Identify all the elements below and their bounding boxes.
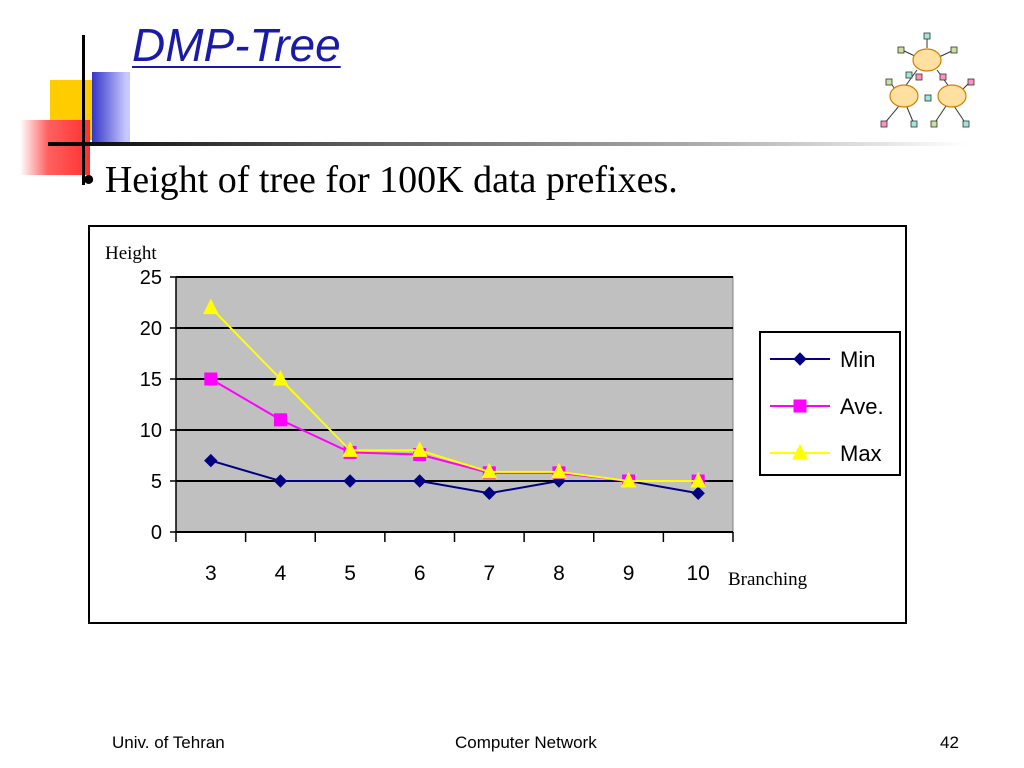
data-point	[273, 413, 287, 427]
data-point	[273, 474, 288, 488]
x-tick-label: 6	[414, 562, 426, 585]
data-point	[482, 486, 497, 500]
legend-label: Min	[840, 347, 875, 372]
bullet-point: • Height of tree for 100K data prefixes.	[82, 158, 678, 202]
y-tick-label: 15	[140, 369, 162, 391]
slide-title: DMP-Tree	[132, 19, 341, 71]
x-tick-label: 3	[205, 562, 217, 585]
bullet-mark: •	[82, 159, 96, 201]
series-line-2	[210, 306, 699, 482]
data-point	[551, 462, 567, 479]
legend-marker	[793, 399, 807, 413]
series-line-0	[210, 459, 699, 495]
data-point	[691, 486, 705, 500]
legend-label: Max	[840, 441, 882, 466]
x-tick-label: 7	[483, 562, 495, 585]
x-tick-label: 5	[344, 562, 356, 585]
legend-marker	[792, 443, 808, 460]
legend-label: Ave.	[840, 394, 884, 419]
y-tick-label: 20	[140, 318, 162, 340]
chart-container: 0 5 10 15 20 25 3 4 5 6 7 8 9 10 Height Branching Min Ave…	[88, 225, 907, 624]
decor-red-block	[20, 120, 90, 175]
data-point	[204, 372, 218, 386]
data-point	[411, 441, 428, 457]
legend-box	[759, 331, 901, 476]
footer-institution: Univ. of Tehran	[112, 733, 225, 752]
data-point	[343, 474, 357, 488]
y-tick-label: 0	[151, 522, 162, 544]
x-tick-label: 10	[687, 562, 710, 585]
data-point	[481, 462, 498, 479]
x-axis-title: Branching	[728, 569, 808, 590]
bullet-text: Height of tree for 100K data prefixes.	[104, 159, 678, 201]
decor-blue-block	[92, 72, 130, 142]
footer-course: Computer Network	[455, 733, 597, 752]
data-point	[342, 441, 358, 457]
x-tick-label: 8	[553, 562, 565, 585]
footer-page-number: 42	[940, 733, 959, 752]
decor-vertical-line	[82, 35, 85, 185]
y-tick-label: 25	[140, 267, 162, 289]
y-tick-label: 10	[140, 420, 162, 442]
data-point	[272, 369, 289, 386]
data-point	[204, 453, 218, 468]
x-tick-label: 4	[275, 562, 287, 585]
data-point	[203, 298, 219, 315]
network-tree-logo	[880, 32, 975, 128]
data-point	[412, 474, 427, 488]
legend-marker	[793, 352, 807, 366]
x-tick-label: 9	[623, 562, 635, 585]
y-tick-label: 5	[151, 471, 162, 493]
data-point	[620, 471, 637, 488]
height-chart: 0 5 10 15 20 25 3 4 5 6 7 8 9 10 Height Branching Min Ave…	[105, 243, 901, 590]
y-axis-title: Height	[105, 243, 157, 264]
decor-horizontal-rule	[48, 142, 968, 146]
data-point	[690, 471, 706, 488]
plot-area	[175, 276, 734, 533]
